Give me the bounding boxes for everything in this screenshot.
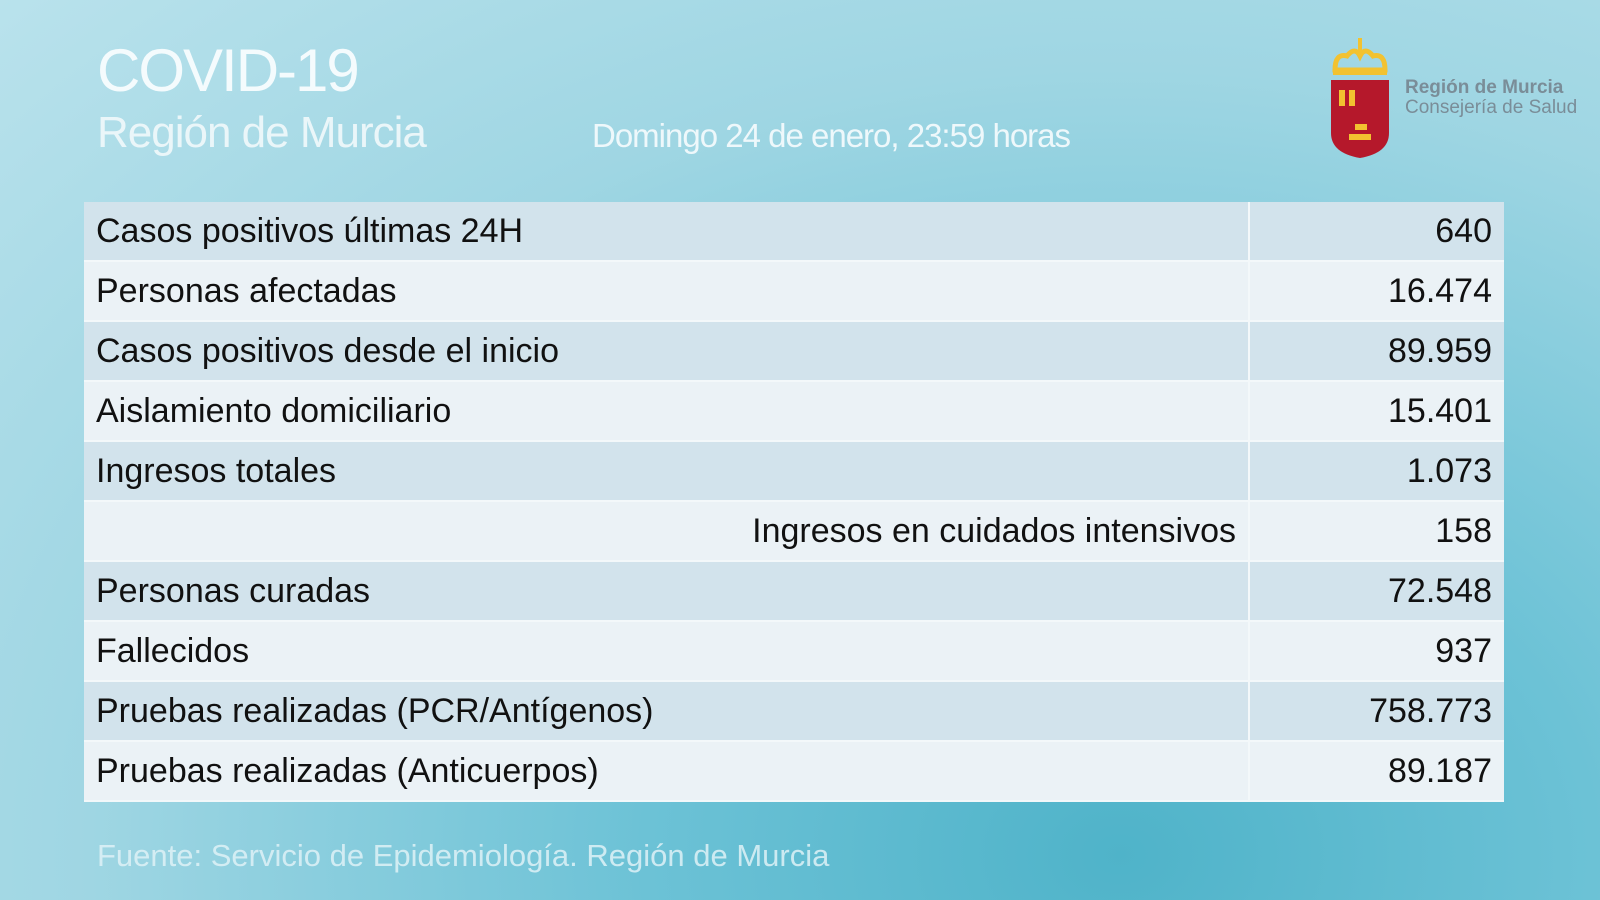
table-row: Pruebas realizadas (PCR/Antígenos) 758.77… [84, 681, 1504, 742]
row-value: 89.959 [1248, 321, 1504, 382]
table-row: Ingresos en cuidados intensivos 158 [84, 501, 1504, 562]
row-value: 16.474 [1248, 261, 1504, 322]
table-row: Fallecidos 937 [84, 621, 1504, 682]
row-label: Pruebas realizadas (Anticuerpos) [84, 741, 1249, 802]
row-value: 1.073 [1248, 441, 1504, 502]
coat-of-arms-icon [1331, 38, 1389, 158]
row-value: 89.187 [1248, 741, 1504, 802]
row-value: 15.401 [1248, 381, 1504, 442]
row-label: Ingresos totales [84, 441, 1249, 502]
row-label: Casos positivos desde el inicio [84, 321, 1249, 382]
page-subtitle: Región de Murcia [97, 108, 427, 157]
row-label: Ingresos en cuidados intensivos [84, 501, 1249, 562]
row-value: 758.773 [1248, 681, 1504, 742]
table-row: Casos positivos desde el inicio 89.959 [84, 321, 1504, 382]
row-label: Casos positivos últimas 24H [84, 202, 1249, 262]
table-row: Ingresos totales 1.073 [84, 441, 1504, 502]
page-title: COVID-19 [97, 37, 360, 104]
logo-line-2: Consejería de Salud [1405, 97, 1578, 118]
logo-line-1: Región de Murcia [1405, 77, 1564, 98]
report-date: Domingo 24 de enero, 23:59 horas [592, 117, 1071, 154]
table-row: Casos positivos últimas 24H 640 [84, 202, 1504, 262]
row-label: Personas curadas [84, 561, 1249, 622]
stats-table: Casos positivos últimas 24H 640 Personas a… [84, 202, 1504, 802]
table-row: Personas afectadas 16.474 [84, 261, 1504, 322]
table-row: Aislamiento domiciliario 15.401 [84, 381, 1504, 442]
source-note: Fuente: Servicio de Epidemiología. Regió… [97, 838, 830, 873]
row-value: 640 [1248, 202, 1504, 262]
row-value: 72.548 [1248, 561, 1504, 622]
region-logo: Región de Murcia Consejería de Salud [1325, 38, 1595, 163]
row-label: Pruebas realizadas (PCR/Antígenos) [84, 681, 1249, 742]
table-row: Personas curadas 72.548 [84, 561, 1504, 622]
table-row: Pruebas realizadas (Anticuerpos) 89.187 [84, 741, 1504, 802]
row-label: Aislamiento domiciliario [84, 381, 1249, 442]
row-value: 158 [1248, 501, 1504, 562]
row-label: Personas afectadas [84, 261, 1249, 322]
row-label: Fallecidos [84, 621, 1249, 682]
row-value: 937 [1248, 621, 1504, 682]
